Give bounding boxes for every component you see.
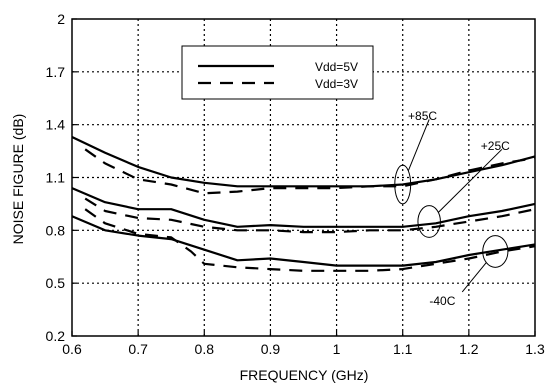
- x-tick-label: 0.9: [261, 341, 281, 357]
- x-tick-label: 1: [333, 341, 341, 357]
- series-line-minus40c-dashed: [84, 208, 536, 272]
- x-tick-label: 1.2: [459, 341, 479, 357]
- legend-box: [181, 45, 374, 100]
- annotation-pointer: [407, 119, 430, 171]
- legend: Vdd=5V Vdd=3V: [181, 45, 374, 100]
- y-tick-label: 0.2: [46, 328, 66, 344]
- y-tick-label: 0.8: [46, 222, 66, 238]
- y-tick-label: 1.1: [46, 170, 66, 186]
- x-tick-labels: 0.6 0.7 0.8 0.9 1 1.1 1.2 1.3: [62, 341, 545, 357]
- y-tick-label: 0.5: [46, 275, 66, 291]
- grid: [72, 19, 535, 336]
- series-lines: [71, 136, 536, 272]
- series-line-plus85c-dashed: [84, 148, 536, 195]
- legend-label-3v: Vdd=3V: [315, 77, 358, 91]
- y-tick-labels: 0.2 0.5 0.8 1.1 1.4 1.7 2: [46, 11, 66, 344]
- annotation-pointer: [461, 262, 487, 293]
- series-line-plus85c-solid: [71, 136, 536, 188]
- y-tick-label: 2: [57, 11, 65, 27]
- x-tick-label: 1.3: [525, 341, 545, 357]
- series-line-minus40c-solid: [71, 215, 536, 267]
- annotation-pointer: [438, 148, 503, 213]
- x-axis-title: FREQUENCY (GHz): [240, 367, 369, 383]
- y-tick-label: 1.4: [46, 117, 66, 133]
- annotation-ellipse: [417, 205, 441, 238]
- y-tick-label: 1.7: [46, 64, 66, 80]
- series-line-plus25c-dashed: [84, 197, 536, 234]
- x-tick-label: 0.6: [62, 341, 82, 357]
- x-tick-label: 1.1: [393, 341, 413, 357]
- annotation-ellipse: [394, 164, 412, 205]
- annotation-label: +85C: [408, 109, 437, 123]
- annotation-ellipse: [482, 235, 509, 268]
- annotation-label: -40C: [429, 294, 455, 308]
- series-line-plus25c-solid: [71, 187, 536, 228]
- x-tick-label: 0.8: [195, 341, 215, 357]
- tick-marks: [71, 18, 536, 337]
- x-tick-label: 0.7: [128, 341, 148, 357]
- y-axis-title: NOISE FIGURE (dB): [10, 114, 26, 245]
- annotation-label: +25C: [481, 139, 510, 153]
- annotations: +85C +25C -40C: [394, 109, 510, 308]
- legend-label-5v: Vdd=5V: [315, 60, 358, 74]
